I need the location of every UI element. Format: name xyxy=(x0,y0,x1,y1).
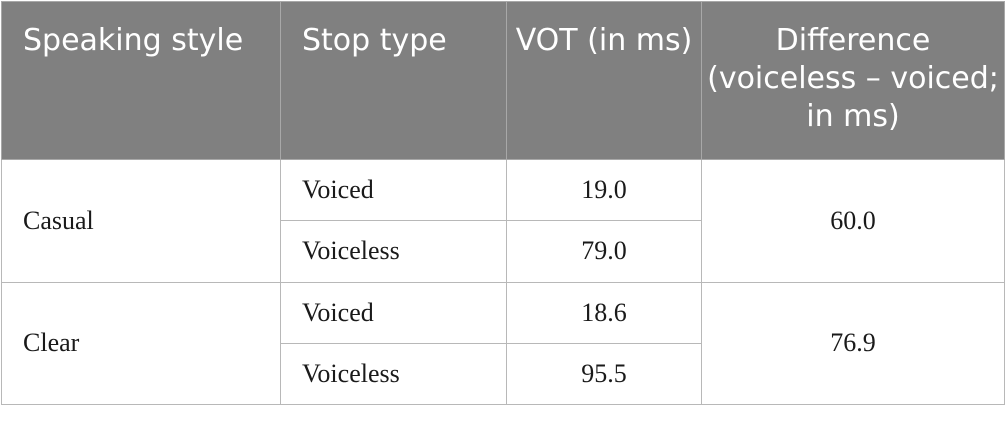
table-row: Voiceless 95.5 xyxy=(2,342,1005,406)
header-vot: VOT (in ms) xyxy=(506,1,702,160)
vot-cell: 95.5 xyxy=(506,342,702,406)
speaking-style-cell: Casual xyxy=(1,159,281,283)
table-body: Casual Voiced 19.0 60.0 Voiceless 79.0 C… xyxy=(1,158,1005,406)
speaking-style-cell: Clear xyxy=(1,281,281,405)
header-speaking-style: Speaking style xyxy=(1,1,281,160)
stop-type-cell: Voiced xyxy=(280,281,507,344)
vot-cell: 19.0 xyxy=(506,158,702,222)
difference-cell: 60.0 xyxy=(701,159,1005,283)
table-header: Speaking style Stop type VOT (in ms) Dif… xyxy=(1,1,1005,160)
stop-type-cell: Voiceless xyxy=(280,220,507,283)
stop-type-cell: Voiceless xyxy=(280,342,507,406)
header-row: Speaking style Stop type VOT (in ms) Dif… xyxy=(1,1,1005,160)
difference-cell: 76.9 xyxy=(701,281,1005,405)
vot-table: Speaking style Stop type VOT (in ms) Dif… xyxy=(1,1,1005,406)
header-stop-type: Stop type xyxy=(280,1,507,160)
vot-cell: 79.0 xyxy=(506,220,702,283)
header-difference: Difference (voiceless – voiced; in ms) xyxy=(701,1,1005,160)
table-row: Casual Voiced 19.0 60.0 xyxy=(1,158,1005,283)
table-row: Voiceless 79.0 xyxy=(2,220,1005,283)
vot-cell: 18.6 xyxy=(506,281,702,344)
stop-type-cell: Voiced xyxy=(280,158,507,222)
table-row: Clear Voiced 18.6 76.9 xyxy=(1,281,1005,405)
